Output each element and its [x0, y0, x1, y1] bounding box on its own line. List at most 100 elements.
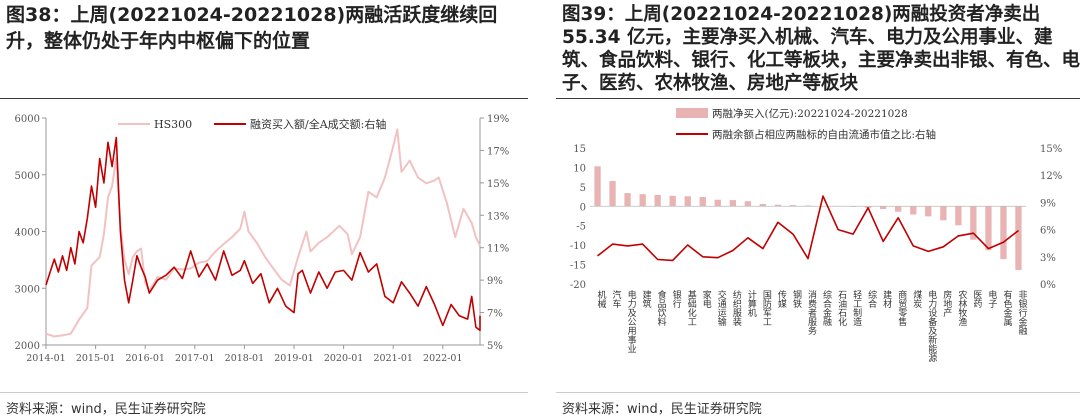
legend-label-ratio: 两融余额占相应两融标的自由流通市值之比:右轴 — [712, 128, 936, 141]
y-right-tick-label: 0% — [1040, 280, 1056, 291]
x-tick-label: 2014-01 — [26, 353, 65, 364]
legend-label-net-buy: 两融净买入(亿元):20221024-20221028 — [712, 107, 908, 120]
hs300-line — [45, 128, 481, 338]
x-category-label: 消费者服务 — [806, 289, 817, 336]
x-tick-label: 2015-01 — [76, 353, 115, 364]
x-category-label: 汽车 — [611, 289, 622, 309]
x-category-label: 房地产 — [941, 289, 952, 318]
x-category-label: 食品饮料 — [656, 289, 667, 327]
x-tick-label: 2022-01 — [423, 353, 462, 364]
x-category-label: 传媒 — [776, 289, 787, 309]
x-category-label: 医药 — [971, 290, 982, 309]
figure-38-source: 资料来源：wind，民生证券研究院 — [6, 402, 206, 417]
bar-net-buy — [955, 206, 962, 226]
bar-net-buy — [609, 181, 616, 207]
ratio-line — [45, 136, 481, 332]
figure-38-top-rule — [0, 98, 528, 99]
x-tick-label: 2017-01 — [175, 353, 214, 364]
x-category-label: 石油石化 — [836, 290, 847, 327]
y-left-tick-label: 15 — [573, 144, 586, 155]
x-category-label: 非银行金融 — [1016, 289, 1027, 336]
y-right-tick-label: 17% — [487, 146, 509, 157]
x-category-label: 银行 — [671, 289, 682, 309]
x-category-label: 纺织服装 — [731, 289, 742, 327]
x-category-label: 综合金融 — [821, 289, 832, 327]
bar-net-buy — [624, 193, 631, 207]
y-left-tick-label: 4000 — [15, 228, 40, 239]
x-category-label: 建材 — [881, 289, 892, 308]
figure-38-chart: 2000 3000 4000 5000 6000 5% 7% 9% 11% 13% 15% 17% 19… — [15, 114, 510, 364]
bar-net-buy — [594, 166, 601, 207]
y-left-tick-label: 5 — [580, 183, 586, 194]
x-category-label: 综合 — [866, 289, 877, 309]
bar-net-buy — [1015, 206, 1022, 270]
x-category-label: 钢铁 — [791, 289, 802, 309]
y-right-tick-label: 11% — [487, 244, 509, 255]
x-category-label: 轻工制造 — [851, 289, 862, 327]
legend-label-ratio: 融资买入额/全A成交额:右轴 — [250, 117, 386, 131]
y-right-tick-label: 3% — [1040, 253, 1056, 264]
bar-net-buy — [729, 200, 736, 207]
x-category-label: 商贸零售 — [896, 289, 907, 327]
x-category-label: 基础化工 — [686, 289, 697, 326]
bar-net-buy — [880, 206, 887, 209]
y-left-tick-label: 2000 — [15, 341, 40, 352]
bar-net-buy — [789, 205, 797, 207]
bar-net-buy — [714, 199, 721, 207]
x-category-label: 有色金属 — [1001, 289, 1012, 327]
bar-net-buy — [774, 204, 782, 207]
bar-net-buy — [639, 194, 646, 207]
bar-net-buy — [940, 206, 947, 221]
x-tick-label: 2016-01 — [125, 353, 164, 364]
y-left-tick-label: 6000 — [15, 114, 40, 125]
y-left-tick-label: 10 — [573, 163, 586, 174]
y-left-tick-label: 0 — [580, 202, 586, 213]
bar-net-buy — [669, 195, 676, 207]
y-left-tick-label: 3000 — [15, 284, 40, 295]
bar-net-buy — [699, 197, 706, 207]
figure-38-title: 图38：上周(20221024-20221028)两融活跃度继续回升，整体仍处于… — [6, 4, 498, 52]
figure-39-chart: 两融净买入(亿元):20221024-20221028 两融余额占相应两融标的自由… — [570, 107, 1062, 363]
figure-39-title: 图39：上周(20221024-20221028)两融投资者净卖出 55.34 … — [562, 4, 1080, 94]
y-right-tick-label: 19% — [487, 114, 509, 125]
x-category-label: 机械 — [596, 289, 607, 309]
ratio-line — [597, 195, 1019, 262]
y-right-tick-label: 6% — [1040, 226, 1056, 237]
x-category-label: 煤炭 — [911, 289, 922, 309]
chart-legend: 两融净买入(亿元):20221024-20221028 两融余额占相应两融标的自由… — [676, 107, 936, 141]
y-right-tick-label: 12% — [1040, 171, 1062, 182]
legend-label-hs300: HS300 — [154, 118, 192, 131]
figure-38-source-rule — [0, 392, 528, 393]
figure-39-source: 资料来源：wind，民生证券研究院 — [562, 402, 762, 417]
bar-net-buy — [985, 206, 992, 251]
bar-net-buy — [654, 195, 661, 207]
x-category-label: 家电 — [701, 289, 712, 308]
y-right-tick-label: 9% — [487, 276, 503, 287]
figure-39-panel: 图39：上周(20221024-20221028)两融投资者净卖出 55.34 … — [556, 0, 1080, 420]
chart-legend: HS300 融资买入额/全A成交额:右轴 — [118, 117, 386, 131]
bar-net-buy — [895, 206, 902, 212]
figure-39-top-rule — [556, 98, 1080, 99]
x-tick-label: 2019-01 — [274, 353, 313, 364]
y-left-tick-label: -5 — [576, 222, 586, 233]
x-category-label: 电力设备及新能源 — [926, 289, 937, 363]
bar-net-buy — [744, 201, 751, 207]
bar-net-buy — [759, 204, 766, 207]
legend-swatch-net-buy — [676, 108, 708, 118]
x-category-label: 国防军工 — [761, 290, 772, 326]
y-right-tick-label: 13% — [487, 211, 509, 222]
y-left-tick-label: -15 — [570, 261, 586, 272]
x-tick-label: 2018-01 — [225, 353, 264, 364]
bar-net-buy — [1000, 206, 1007, 260]
figure-39-source-rule — [556, 392, 1080, 393]
x-category-label: 交通运输 — [716, 289, 727, 327]
x-category-label: 计算机 — [746, 289, 757, 318]
x-tick-label: 2021-01 — [373, 353, 412, 364]
y-right-tick-label: 7% — [487, 309, 503, 320]
y-right-tick-label: 5% — [487, 341, 503, 352]
bar-net-buy — [910, 206, 917, 215]
x-category-label: 电子 — [986, 289, 997, 308]
y-left-tick-label: 5000 — [15, 171, 40, 182]
bar-net-buy — [684, 196, 691, 207]
x-category-label: 农林牧渔 — [956, 289, 967, 326]
